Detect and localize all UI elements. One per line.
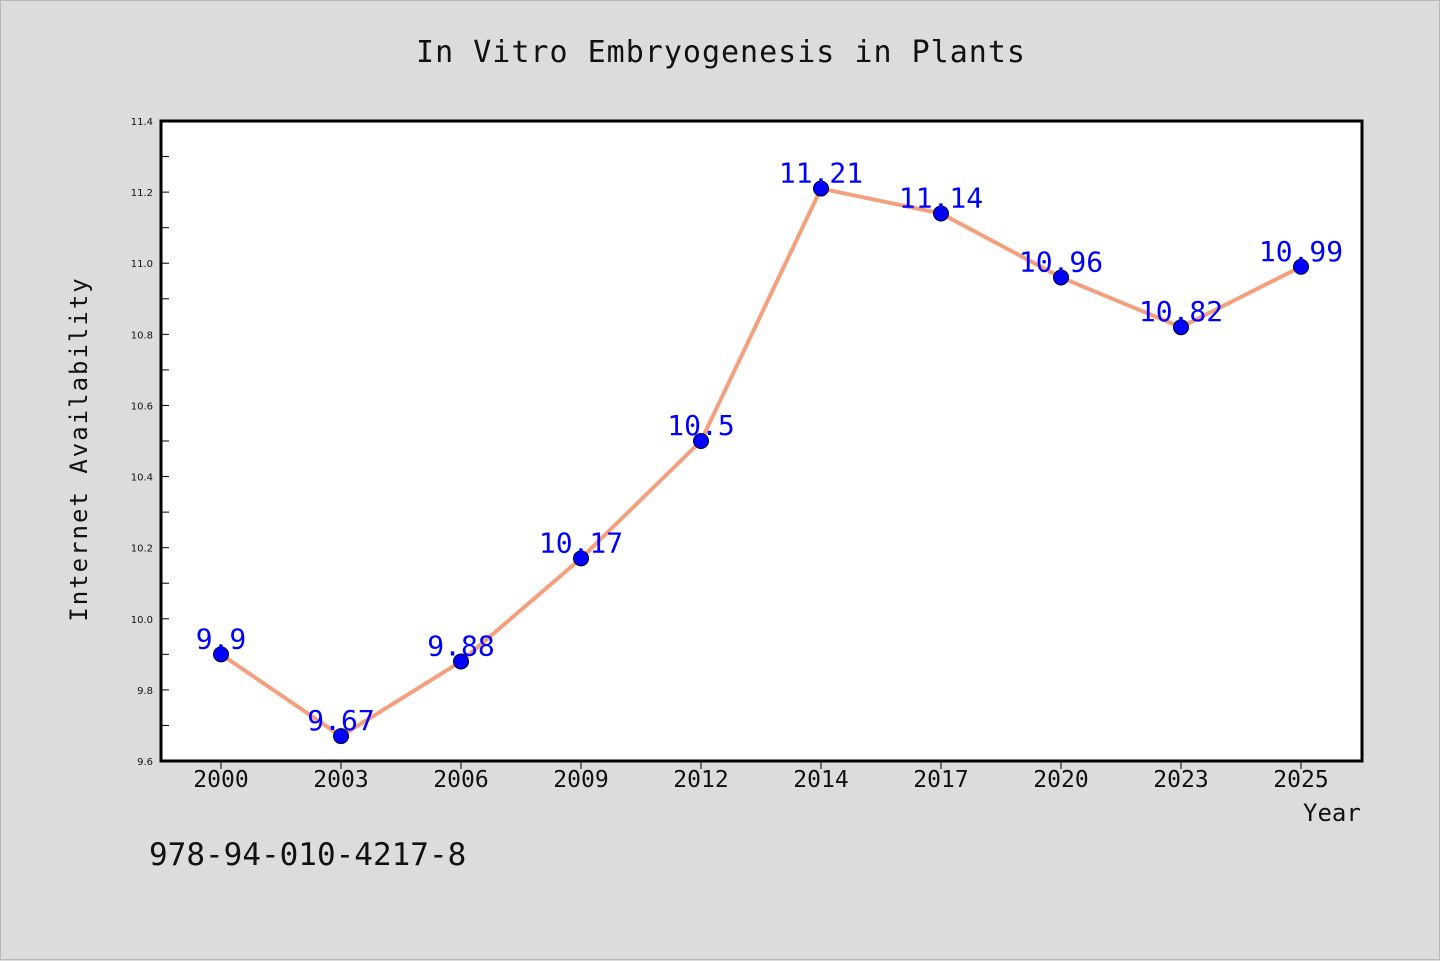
data-point	[1173, 319, 1189, 336]
data-label: 10.82	[1139, 295, 1223, 328]
data-label: 10.5	[667, 409, 734, 442]
y-tick-label: 10.0	[131, 615, 153, 626]
x-tick-label: 2000	[193, 767, 248, 793]
data-point	[213, 646, 229, 663]
data-label: 9.9	[196, 622, 247, 655]
x-tick-label: 2017	[913, 767, 968, 793]
x-tick-label: 2025	[1273, 767, 1328, 793]
data-label: 9.88	[427, 629, 494, 662]
y-tick-label: 9.6	[137, 757, 153, 768]
data-label: 10.17	[539, 526, 623, 559]
y-tick-label: 11.4	[131, 117, 153, 128]
data-point	[693, 433, 709, 449]
data-label: 10.96	[1019, 245, 1103, 278]
x-axis-label: Year	[1303, 799, 1361, 827]
isbn-code: 978-94-010-4217-8	[149, 837, 467, 873]
y-tick-label: 10.4	[131, 473, 153, 484]
data-point	[453, 653, 469, 670]
x-tick-label: 2023	[1153, 767, 1208, 793]
plot-area	[159, 119, 1364, 763]
x-tick-label: 2006	[433, 767, 488, 793]
y-tick-label: 10.6	[131, 401, 153, 412]
y-tick-label: 10.8	[131, 330, 153, 341]
y-tick-label: 9.8	[137, 686, 153, 697]
chart-title: In Vitro Embryogenesis in Plants	[416, 35, 1026, 70]
data-point	[813, 180, 829, 197]
x-tick-label: 2009	[553, 767, 608, 793]
x-tick-label: 2014	[793, 767, 848, 793]
x-tick-label: 2012	[673, 767, 728, 793]
data-point	[573, 550, 589, 567]
data-point	[1293, 258, 1309, 275]
x-tick-label: 2020	[1033, 767, 1088, 793]
series-line	[219, 186, 1303, 739]
data-point	[933, 205, 949, 222]
y-tick-label: 10.2	[131, 544, 153, 555]
x-tick-label: 2003	[313, 767, 368, 793]
y-tick-label: 11.0	[131, 259, 153, 270]
data-label: 10.99	[1259, 235, 1343, 268]
data-label: 11.14	[899, 181, 983, 214]
y-tick-label: 11.2	[131, 188, 153, 199]
data-point	[333, 728, 349, 745]
data-label: 9.67	[307, 704, 374, 737]
data-label: 11.21	[779, 157, 863, 190]
data-point	[1053, 269, 1069, 286]
